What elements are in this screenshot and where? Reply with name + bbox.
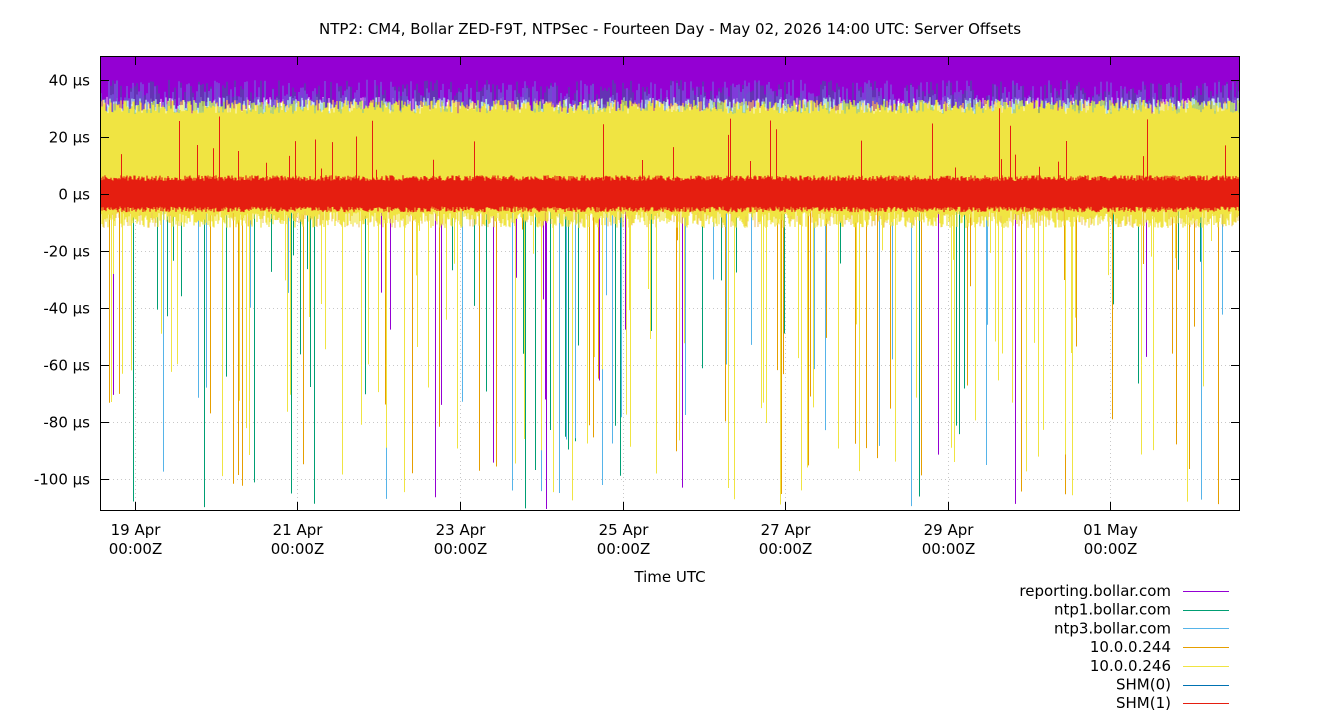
y-axis: 40 µs 20 µs 0 µs -20 µs -40 µs -60 µs -80 µs -1… bbox=[34, 72, 1239, 489]
x-tick-label: 29 Apr bbox=[924, 521, 975, 539]
legend-label: 10.0.0.244 bbox=[1090, 638, 1171, 656]
series-10-0-0-246 bbox=[100, 99, 1240, 505]
series-spikes bbox=[109, 210, 1219, 505]
y-tick-label: -80 µs bbox=[43, 414, 90, 432]
y-tick-label: 20 µs bbox=[49, 129, 90, 147]
x-tick-label: 25 Apr bbox=[599, 521, 650, 539]
legend-label: ntp3.bollar.com bbox=[1054, 619, 1171, 637]
plot-frame bbox=[100, 56, 1240, 511]
series-spikes bbox=[121, 108, 1226, 180]
series-spikes bbox=[163, 210, 1223, 507]
y-tick-label: -20 µs bbox=[43, 243, 90, 261]
x-tick-label: 00:00Z bbox=[109, 540, 163, 558]
x-tick-label: 00:00Z bbox=[1084, 540, 1138, 558]
x-tick-label: 27 Apr bbox=[761, 521, 812, 539]
x-axis-label: Time UTC bbox=[633, 568, 705, 586]
y-tick-label: -100 µs bbox=[34, 471, 90, 489]
legend: reporting.bollar.comntp1.bollar.comntp3.… bbox=[1019, 582, 1229, 712]
series-spikes bbox=[133, 210, 1201, 509]
x-tick-label: 00:00Z bbox=[271, 540, 325, 558]
y-tick-label: -40 µs bbox=[43, 300, 90, 318]
x-tick-label: 23 Apr bbox=[436, 521, 487, 539]
series-trace bbox=[100, 175, 1240, 213]
legend-label: SHM(1) bbox=[1116, 694, 1171, 712]
legend-label: ntp1.bollar.com bbox=[1054, 601, 1171, 619]
chart-title: NTP2: CM4, Bollar ZED-F9T, NTPSec - Four… bbox=[319, 20, 1021, 38]
legend-label: reporting.bollar.com bbox=[1019, 582, 1171, 600]
x-tick-label: 19 Apr bbox=[111, 521, 162, 539]
x-tick-label: 00:00Z bbox=[922, 540, 976, 558]
x-tick-label: 00:00Z bbox=[597, 540, 651, 558]
series-trace bbox=[100, 57, 1240, 114]
y-tick-label: -60 µs bbox=[43, 357, 90, 375]
x-tick-label: 01 May bbox=[1083, 521, 1138, 539]
y-tick-label: 40 µs bbox=[49, 72, 90, 90]
legend-label: SHM(0) bbox=[1116, 676, 1171, 694]
plot-area bbox=[100, 57, 1240, 509]
series-spikes bbox=[111, 210, 1212, 505]
x-tick-label: 00:00Z bbox=[434, 540, 488, 558]
x-tick-label: 00:00Z bbox=[759, 540, 813, 558]
y-tick-label: 0 µs bbox=[58, 186, 90, 204]
x-tick-label: 21 Apr bbox=[273, 521, 324, 539]
legend-label: 10.0.0.246 bbox=[1090, 657, 1171, 675]
